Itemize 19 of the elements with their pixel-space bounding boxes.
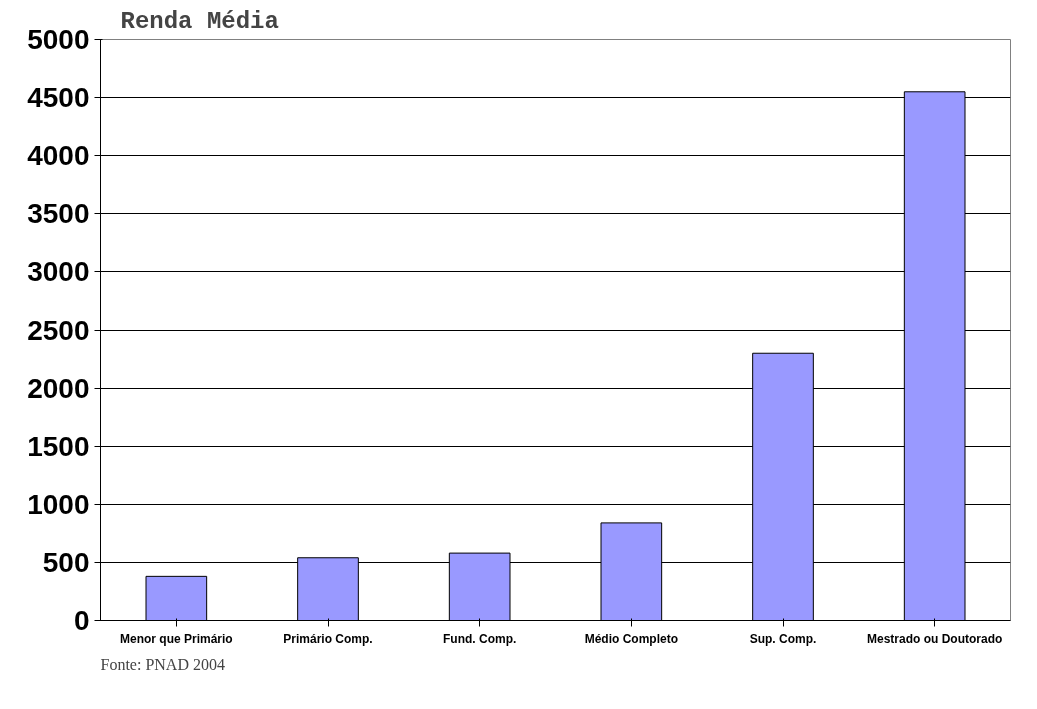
x-tick-label: Menor que Primário	[119, 631, 233, 646]
y-tick-label: 4500	[27, 82, 90, 114]
y-tick-label: 1000	[27, 488, 90, 520]
chart-title: Renda Média	[120, 7, 279, 35]
y-tick-label: 500	[42, 546, 90, 578]
y-tick-label: 2500	[27, 314, 90, 346]
y-tick-label: 2000	[27, 372, 90, 404]
x-tick-label: Médio Completo	[584, 631, 678, 646]
y-tick-label: 3500	[27, 198, 90, 230]
source-note: Fonte: PNAD 2004	[100, 655, 225, 673]
y-tick-label: 5000	[27, 24, 90, 55]
y-tick-label: 3000	[27, 256, 90, 288]
x-tick-label: Primário Comp.	[283, 631, 373, 646]
y-tick-label: 0	[73, 605, 90, 636]
x-tick-label: Sup. Comp.	[749, 631, 817, 646]
x-tick-label: Fund. Comp.	[443, 631, 517, 646]
x-tick-label: Mestrado ou Doutorado	[867, 631, 1003, 646]
y-tick-label: 1500	[27, 430, 90, 462]
y-tick-label: 4000	[27, 140, 90, 172]
